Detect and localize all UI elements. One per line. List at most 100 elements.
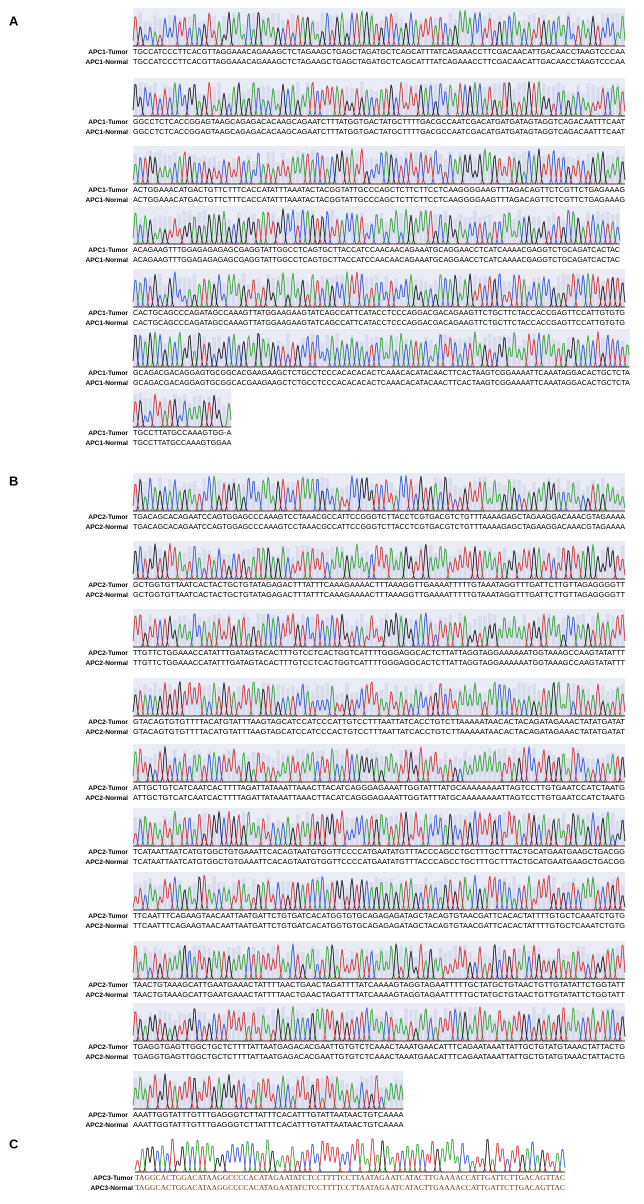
- quality-bar: [300, 152, 305, 184]
- normal-sequence: TTGTTCTGGAAACCATATTTGATAGTACACTTTGTCCTCA…: [133, 658, 625, 667]
- quality-bar: [364, 622, 369, 647]
- tumor-sequence: ACAGAAGTTTGGAGAGAGAGCGAGGTATTGGCCTCAGTGC…: [133, 245, 621, 254]
- quality-bar: [492, 336, 497, 367]
- quality-bar: [546, 1013, 551, 1041]
- quality-bar: [271, 945, 276, 979]
- quality-bar: [163, 398, 167, 427]
- quality-bar: [325, 1013, 330, 1041]
- quality-bar: [507, 336, 512, 367]
- quality-bar: [532, 811, 536, 846]
- quality-bar: [236, 211, 241, 244]
- quality-bar: [453, 339, 458, 367]
- quality-bar: [320, 12, 325, 47]
- quality-bar: [541, 336, 546, 367]
- quality-bar: [512, 20, 517, 46]
- quality-bar: [187, 341, 192, 367]
- quality-bar: [271, 345, 276, 367]
- quality-bar: [300, 1085, 305, 1109]
- quality-bar: [605, 488, 610, 511]
- quality-bar: [556, 340, 561, 367]
- quality-bar: [207, 94, 212, 116]
- normal-sequence: GCAGACGACAGGAGTGCGGCACGAAGAAGCTCTGCCTCCC…: [133, 378, 630, 387]
- quality-bar: [197, 212, 202, 244]
- quality-bar: [537, 486, 541, 511]
- quality-bar: [537, 1013, 541, 1041]
- quality-bar: [468, 216, 472, 244]
- quality-bar: [261, 752, 266, 782]
- quality-bar: [227, 285, 231, 307]
- quality-bar: [532, 548, 536, 579]
- normal-label: APC2-Normal: [85, 859, 128, 866]
- quality-bar: [217, 24, 221, 46]
- quality-bar: [187, 547, 192, 579]
- quality-bar: [222, 346, 226, 367]
- quality-bar: [325, 617, 330, 647]
- quality-bar: [615, 759, 620, 782]
- quality-bar: [335, 822, 340, 846]
- quality-bar: [561, 153, 566, 184]
- quality-bar: [295, 342, 300, 367]
- quality-bar: [187, 153, 192, 184]
- chromatogram: [132, 329, 630, 368]
- quality-bar: [266, 479, 271, 511]
- quality-bar: [177, 555, 182, 579]
- quality-bar: [384, 757, 389, 782]
- quality-bar: [320, 343, 325, 367]
- quality-bar: [276, 486, 280, 511]
- quality-bar: [605, 613, 610, 647]
- quality-bar: [458, 338, 463, 367]
- quality-bar: [620, 487, 625, 511]
- quality-bar: [532, 683, 536, 716]
- quality-bar: [610, 878, 615, 910]
- quality-bar: [305, 21, 310, 46]
- quality-bar: [517, 344, 522, 367]
- quality-bar: [453, 1007, 458, 1041]
- quality-bar: [428, 883, 433, 910]
- quality-bar: [399, 484, 403, 511]
- quality-bar: [182, 482, 187, 511]
- quality-bar: [261, 219, 266, 244]
- quality-bar: [384, 950, 389, 979]
- quality-bar: [546, 215, 551, 244]
- quality-bar: [433, 822, 438, 846]
- quality-bar: [556, 23, 561, 46]
- quality-bar: [222, 16, 226, 46]
- quality-bar: [374, 214, 379, 244]
- quality-bar: [532, 94, 536, 116]
- quality-bar: [187, 16, 192, 46]
- quality-bar: [581, 550, 586, 579]
- quality-bar: [359, 750, 364, 782]
- quality-bar: [163, 284, 167, 307]
- quality-bar: [271, 823, 276, 846]
- quality-bar: [158, 150, 162, 184]
- quality-bar: [325, 883, 330, 910]
- quality-bar: [300, 821, 305, 846]
- quality-bar: [586, 625, 590, 647]
- quality-bar: [610, 155, 615, 184]
- quality-bar: [399, 18, 403, 46]
- quality-bar: [286, 816, 290, 846]
- quality-bar: [325, 814, 330, 846]
- quality-bar: [153, 548, 157, 579]
- quality-bar: [369, 1017, 374, 1041]
- quality-bar: [566, 92, 571, 116]
- quality-bar: [212, 479, 217, 511]
- quality-bar: [227, 404, 231, 427]
- tumor-sequence: TGAGGTGAGTTGGCTGCTCTTTTATTAATGAGACACGAAT…: [133, 1042, 625, 1051]
- quality-bar: [163, 682, 167, 716]
- quality-bar: [158, 618, 162, 647]
- quality-bar: [359, 152, 364, 184]
- quality-bar: [423, 1009, 428, 1041]
- quality-bar: [512, 816, 517, 846]
- quality-bar: [325, 549, 330, 579]
- quality-bar: [404, 151, 408, 184]
- quality-bar: [153, 1016, 157, 1041]
- quality-bar: [345, 748, 349, 782]
- quality-bar: [478, 86, 482, 116]
- quality-bar: [443, 211, 448, 244]
- chromatogram: [132, 146, 626, 185]
- quality-bar: [487, 1014, 492, 1041]
- quality-bar: [138, 477, 143, 511]
- quality-bar: [345, 556, 349, 579]
- quality-bar: [291, 754, 295, 782]
